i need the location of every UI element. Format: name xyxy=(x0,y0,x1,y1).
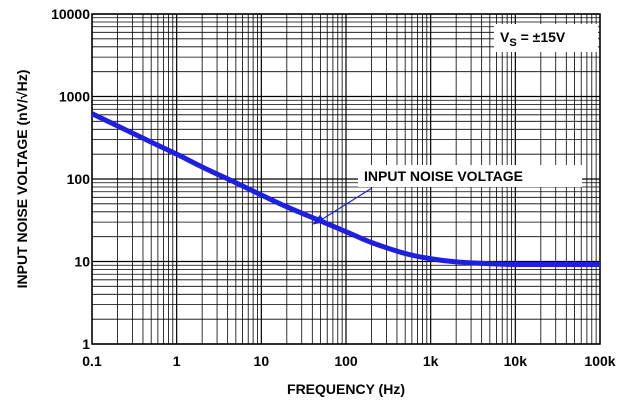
y-axis-title: INPUT NOISE VOLTAGE (nV/√Hz) xyxy=(14,70,30,289)
condition-prefix: V xyxy=(500,29,510,45)
annotation-layer: INPUT NOISE VOLTAGE xyxy=(312,165,582,225)
x-tick-label: 100k xyxy=(584,353,615,369)
y-tick-label: 1000 xyxy=(59,89,90,105)
y-tick-label: 1 xyxy=(82,336,90,352)
condition-suffix: = ±15V xyxy=(517,29,566,45)
series-line xyxy=(90,111,600,268)
annotation-background xyxy=(358,165,582,187)
y-tick-label: 100 xyxy=(67,171,91,187)
condition-label: VS = ±15V xyxy=(494,24,598,52)
condition-background xyxy=(494,24,598,52)
x-tick-label: 10k xyxy=(504,353,528,369)
x-tick-labels: 0.1 1 10 100 1k 10k 100k xyxy=(82,353,616,369)
y-tick-label: 10 xyxy=(74,254,90,270)
annotation-arrow-line xyxy=(317,187,373,223)
plot-frame xyxy=(91,13,601,345)
condition-subscript: S xyxy=(509,37,516,49)
x-tick-label: 10 xyxy=(254,353,270,369)
y-tick-labels: 1 10 100 1000 10000 xyxy=(51,6,90,352)
y-tick-label: 10000 xyxy=(51,6,90,22)
x-tick-label: 0.1 xyxy=(82,353,102,369)
condition-text: VS = ±15V xyxy=(500,29,566,49)
x-tick-label: 1k xyxy=(423,353,439,369)
annotation-label: INPUT NOISE VOLTAGE xyxy=(364,168,523,184)
x-axis-title: FREQUENCY (Hz) xyxy=(287,381,405,397)
series-layer xyxy=(90,111,600,268)
x-tick-label: 1 xyxy=(173,353,181,369)
annotation-arrow-head xyxy=(312,214,325,225)
x-tick-label: 100 xyxy=(334,353,358,369)
